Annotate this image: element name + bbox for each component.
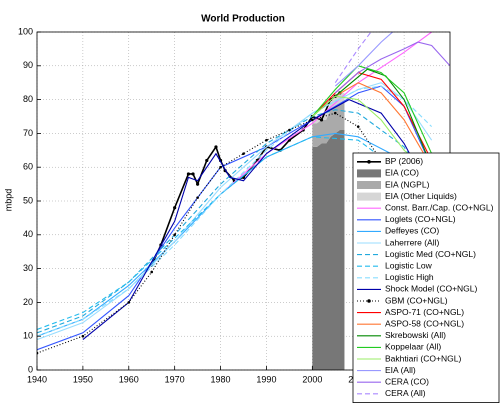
legend-label: Const. Barr./Cap. (CO+NGL) <box>385 202 494 212</box>
point <box>288 128 291 132</box>
x-tick-label: 1990 <box>256 374 276 384</box>
legend-label: EIA (NGPL) <box>385 179 430 189</box>
axes: 1940195019601970198019902000201020200102… <box>18 26 414 384</box>
x-tick-label: 1940 <box>27 374 47 384</box>
point <box>196 182 200 186</box>
legend: BP (2006) EIA (CO)EIA (NGPL) EIA (Other Li… <box>352 152 500 404</box>
legend-label: CERA (All) <box>385 388 426 398</box>
y-tick-label: 80 <box>23 94 33 104</box>
y-tick-label: 100 <box>18 26 33 36</box>
point <box>81 334 85 338</box>
y-tick-label: 30 <box>23 263 33 273</box>
point <box>319 118 324 122</box>
legend-label: EIA (Other Liquids) <box>385 191 457 201</box>
y-tick-label: 0 <box>28 364 33 374</box>
x-tick-label: 2000 <box>302 374 322 384</box>
legend-label: CERA (CO) <box>385 376 429 386</box>
point <box>356 125 360 128</box>
x-tick-label: 1960 <box>119 374 139 384</box>
series-line <box>37 136 433 330</box>
lines <box>37 32 450 355</box>
series-line <box>82 98 433 341</box>
series-line <box>37 109 433 334</box>
series-line <box>37 85 433 337</box>
legend-label: Koppelaar (All) <box>385 342 441 352</box>
point <box>127 301 131 304</box>
point <box>150 270 154 274</box>
legend-label: ASPO-71 (CO+NGL) <box>385 307 464 317</box>
series-line <box>334 41 450 94</box>
legend-label: EIA (All) <box>385 365 416 375</box>
legend-label: Loglets (CO+NGL) <box>385 214 456 224</box>
legend-label: ASPO-58 (CO+NGL) <box>385 318 464 328</box>
legend-swatch <box>357 192 381 201</box>
x-tick-label: 1950 <box>73 374 93 384</box>
legend-label: EIA (CO) <box>385 168 419 178</box>
legend-marker <box>367 160 371 164</box>
point <box>173 206 177 210</box>
point <box>186 172 191 176</box>
legend-label: Logistic Med (CO+NGL) <box>385 249 476 259</box>
point <box>173 233 176 237</box>
chart-title: World Production <box>201 14 285 25</box>
point <box>242 152 245 155</box>
series-line <box>334 32 372 84</box>
legend-label: Logistic High <box>385 272 434 282</box>
point <box>214 145 218 149</box>
y-axis-label: mbpd <box>3 189 13 212</box>
area <box>312 130 345 370</box>
y-tick-label: 90 <box>23 60 33 70</box>
legend-label: Skrebowski (All) <box>385 330 446 340</box>
y-tick-label: 70 <box>23 128 33 138</box>
legend-label: BP (2006) <box>385 156 423 166</box>
point <box>219 165 222 169</box>
y-tick-label: 60 <box>23 162 33 172</box>
legend-label: Laherrere (All) <box>385 237 439 247</box>
series-line <box>220 32 432 195</box>
point <box>265 138 268 142</box>
x-tick-label: 1970 <box>165 374 185 384</box>
point <box>333 111 337 115</box>
legend-swatch <box>357 181 381 189</box>
point <box>205 158 209 163</box>
point <box>196 196 199 199</box>
series-line <box>311 65 433 154</box>
x-tick-label: 1980 <box>211 374 231 384</box>
y-tick-label: 20 <box>23 297 33 307</box>
legend-label: Deffeyes (CO) <box>385 226 439 236</box>
point <box>191 172 195 176</box>
legend-marker <box>367 299 371 303</box>
legend-label: Shock Model (CO+NGL) <box>385 284 478 294</box>
legend-label: Logistic Low <box>385 260 433 270</box>
y-tick-label: 10 <box>23 331 33 341</box>
legend-label: GBM (CO+NGL) <box>385 295 448 305</box>
y-tick-label: 50 <box>23 195 33 205</box>
y-tick-label: 40 <box>23 229 33 239</box>
legend-label: Bakhtiari (CO+NGL) <box>385 353 461 363</box>
series-line <box>311 71 433 161</box>
point <box>311 118 314 122</box>
series-line <box>37 112 428 354</box>
series-line <box>334 32 394 87</box>
legend-swatch <box>357 169 381 178</box>
